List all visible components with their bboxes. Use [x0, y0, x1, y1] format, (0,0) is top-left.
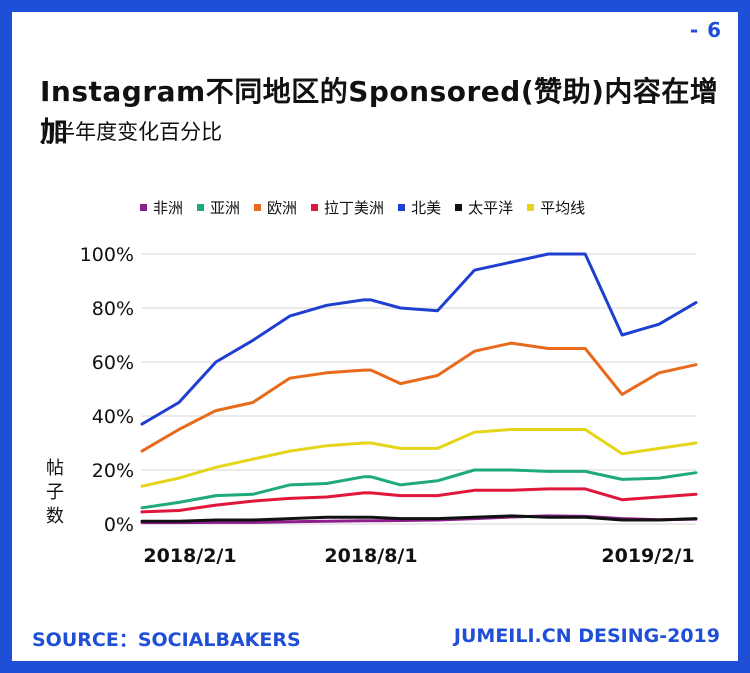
chart-legend: 非洲 亚洲 欧洲 拉丁美洲 北美 太平洋 平均线	[140, 197, 730, 218]
legend-label: 亚洲	[210, 199, 241, 217]
legend-swatch	[398, 204, 406, 211]
legend-label: 非洲	[153, 199, 184, 217]
series-line-拉丁美洲	[140, 487, 698, 514]
legend-label: 拉丁美洲	[324, 199, 385, 217]
y-axis-label: 数	[46, 506, 64, 527]
chart-subtitle: ||半年度变化百分比	[40, 120, 223, 144]
legend-item: 非洲	[140, 197, 183, 218]
legend-swatch	[254, 204, 262, 211]
legend-label: 太平洋	[468, 199, 514, 217]
legend-swatch	[311, 204, 319, 211]
y-tick-label: 0%	[104, 514, 134, 536]
legend-label: 北美	[411, 199, 442, 217]
y-tick-label: 80%	[92, 298, 134, 320]
series-line-太平洋	[140, 514, 698, 523]
legend-swatch	[197, 204, 205, 211]
legend-item: 拉丁美洲	[311, 197, 384, 218]
legend-item: 北美	[398, 197, 441, 218]
source-credit: SOURCE：SOCIALBAKERS	[32, 629, 301, 651]
legend-item: 欧洲	[254, 197, 297, 218]
legend-item: 太平洋	[455, 197, 513, 218]
legend-label: 欧洲	[267, 199, 298, 217]
x-tick-label: 2019/2/1	[601, 545, 694, 567]
legend-item: 平均线	[527, 197, 585, 218]
site-credit: JUMEILI.CN DESING-2019	[453, 625, 720, 647]
series-line-欧洲	[140, 341, 698, 453]
legend-item: 亚洲	[197, 197, 240, 218]
series-line-北美	[140, 252, 698, 426]
page-number: - 6	[689, 18, 722, 42]
chart-title: Instagram不同地区的Sponsored(赞助)内容在增加	[40, 75, 719, 148]
legend-swatch	[140, 204, 147, 211]
series-line-亚洲	[140, 468, 698, 510]
legend-swatch	[527, 204, 535, 211]
y-axis-label: 帖	[46, 458, 64, 479]
y-axis-label: 子	[46, 482, 64, 503]
y-tick-label: 20%	[92, 460, 134, 482]
series-line-平均线	[140, 428, 698, 488]
y-tick-label: 100%	[80, 244, 134, 266]
legend-swatch	[455, 204, 463, 211]
legend-label: 平均线	[540, 199, 586, 217]
x-tick-label: 2018/2/1	[143, 545, 236, 567]
x-tick-label: 2018/8/1	[324, 545, 417, 567]
y-tick-label: 40%	[92, 406, 134, 428]
y-tick-label: 60%	[92, 352, 134, 374]
